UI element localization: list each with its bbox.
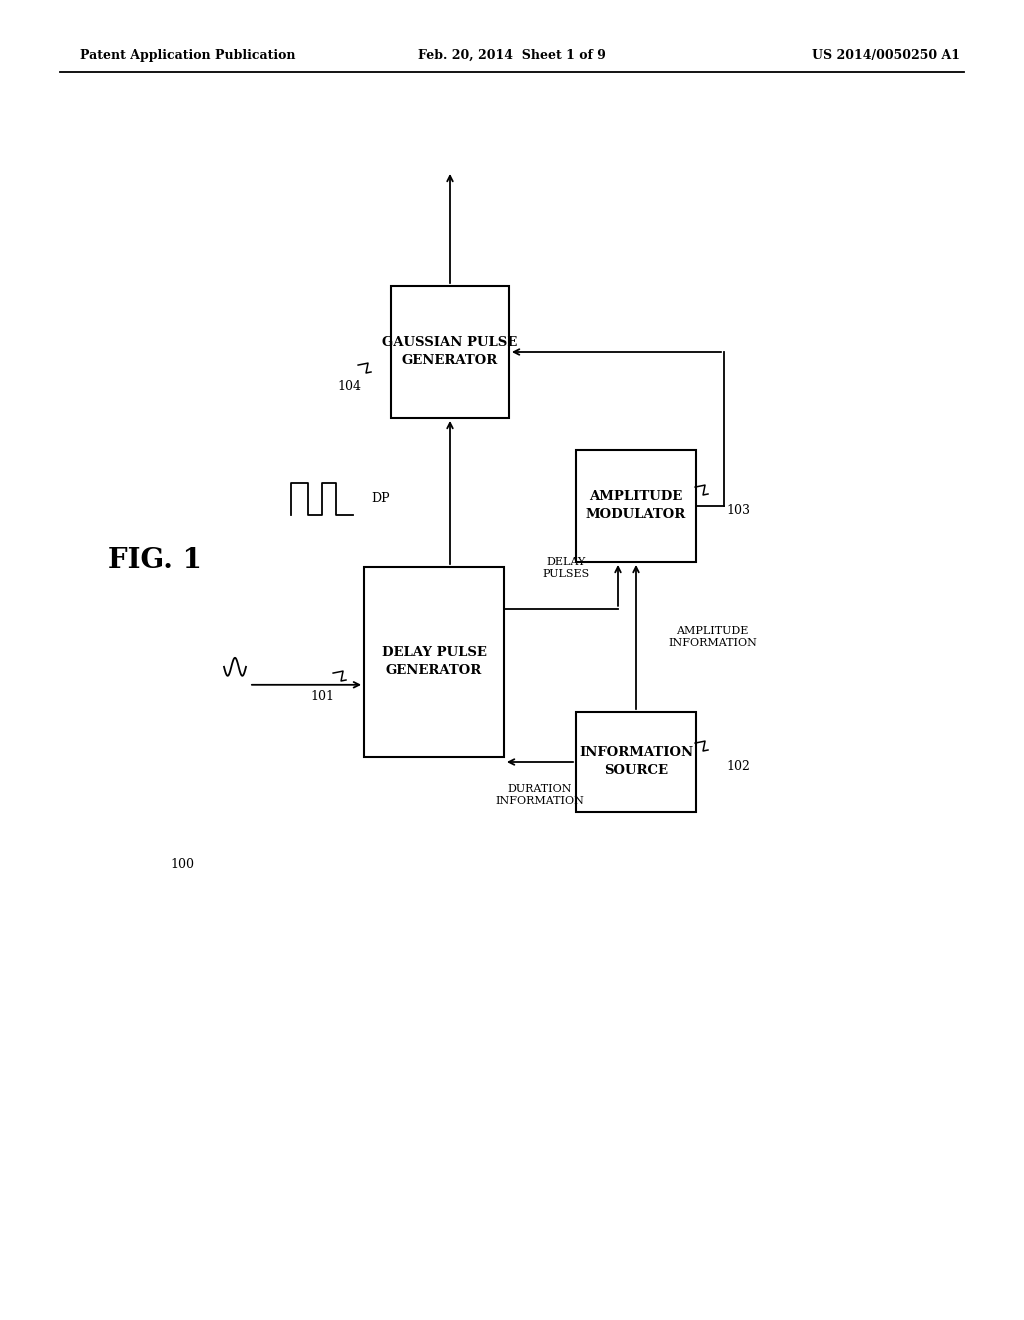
Text: Patent Application Publication: Patent Application Publication [80, 49, 296, 62]
Text: DP: DP [371, 492, 389, 506]
Text: DELAY
PULSES: DELAY PULSES [543, 557, 590, 578]
Text: AMPLITUDE
MODULATOR: AMPLITUDE MODULATOR [586, 491, 686, 521]
FancyBboxPatch shape [575, 711, 696, 812]
Text: US 2014/0050250 A1: US 2014/0050250 A1 [812, 49, 961, 62]
Text: 101: 101 [310, 690, 334, 704]
Text: FIG. 1: FIG. 1 [109, 546, 202, 573]
Text: 102: 102 [726, 760, 750, 774]
Text: AMPLITUDE
INFORMATION: AMPLITUDE INFORMATION [668, 626, 757, 648]
Text: INFORMATION
SOURCE: INFORMATION SOURCE [579, 747, 693, 777]
FancyBboxPatch shape [575, 450, 696, 562]
Text: DURATION
INFORMATION: DURATION INFORMATION [496, 784, 585, 805]
Text: GAUSSIAN PULSE
GENERATOR: GAUSSIAN PULSE GENERATOR [382, 337, 517, 367]
Text: 104: 104 [337, 380, 361, 393]
FancyBboxPatch shape [391, 286, 509, 418]
FancyBboxPatch shape [364, 568, 504, 756]
Text: DELAY PULSE
GENERATOR: DELAY PULSE GENERATOR [382, 647, 486, 677]
Text: 100: 100 [170, 858, 194, 871]
Text: 103: 103 [726, 504, 750, 517]
Text: Feb. 20, 2014  Sheet 1 of 9: Feb. 20, 2014 Sheet 1 of 9 [418, 49, 606, 62]
